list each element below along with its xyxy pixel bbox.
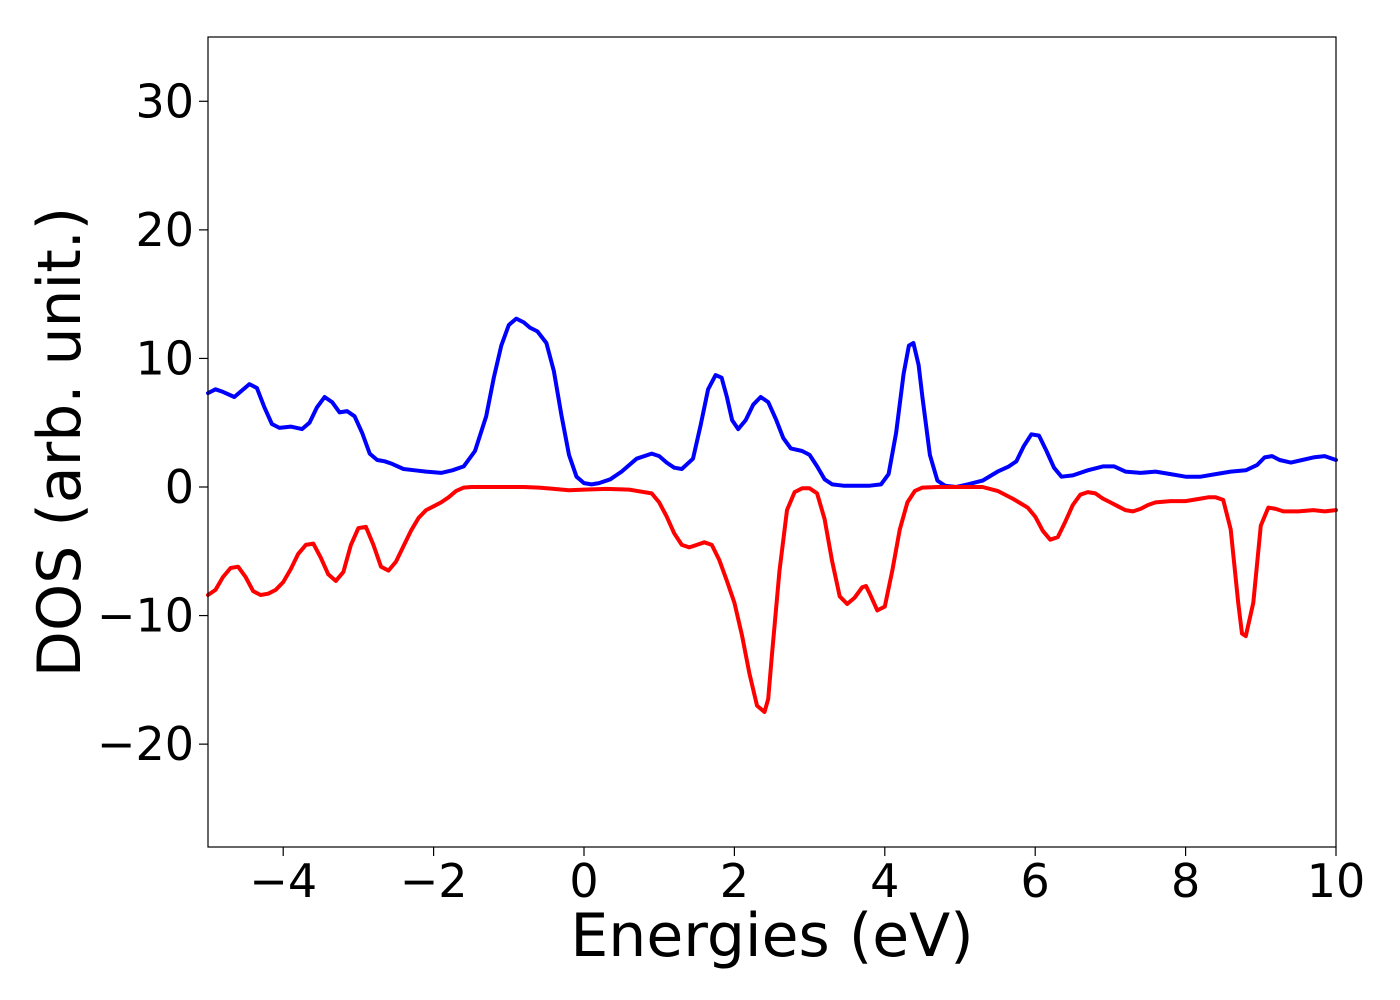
x-tick-label: 6: [1021, 854, 1050, 908]
x-tick-label: 2: [720, 854, 749, 908]
x-tick-label: −4: [249, 854, 317, 908]
x-tick-label: 10: [1307, 854, 1366, 908]
y-axis-ticks: −20 −10 0 10 20 30: [97, 74, 208, 771]
x-tick-label: 8: [1171, 854, 1200, 908]
y-tick-label: 10: [135, 331, 194, 385]
series-line-0: [206, 316, 1338, 489]
x-tick-label: 0: [569, 854, 598, 908]
series-lines: [206, 316, 1338, 714]
x-axis-label: Energies (eV): [570, 901, 973, 971]
y-tick-label: 20: [135, 203, 194, 257]
plot-frame: [207, 36, 1337, 848]
x-tick-label: 4: [870, 854, 899, 908]
y-tick-label: −10: [97, 589, 194, 643]
x-tick-label: −2: [400, 854, 468, 908]
x-axis-ticks: −4 −2 0 2 4 6 8 10: [249, 847, 1365, 908]
y-tick-label: −20: [97, 717, 194, 771]
y-tick-label: 30: [135, 74, 194, 128]
y-tick-label: 0: [165, 460, 194, 514]
y-axis-label: DOS (arb. unit.): [25, 207, 95, 677]
series-line-1: [206, 485, 1338, 714]
